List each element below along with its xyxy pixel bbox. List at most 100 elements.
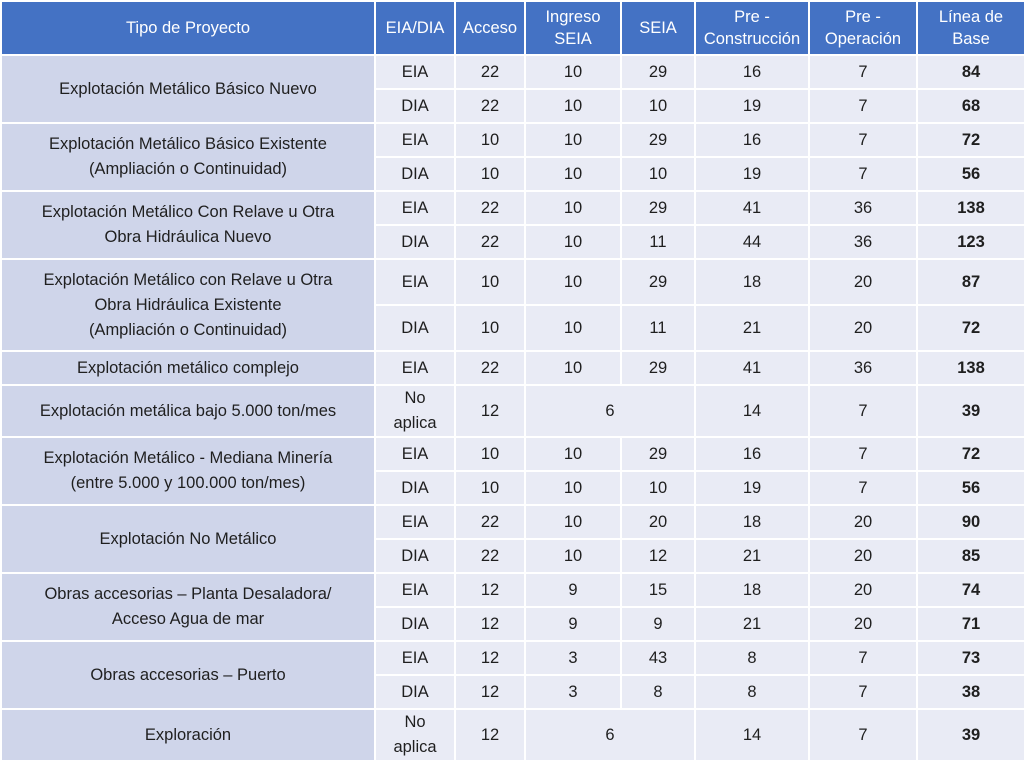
project-type-cell: Explotación No Metálico (0, 504, 376, 574)
pre-construccion-value: 16 (742, 444, 762, 463)
eia-dia-cell: EIA (374, 350, 456, 386)
header-acceso: Acceso (454, 0, 526, 56)
table-row: DIA 10 10 11 21 20 72 (1, 304, 1024, 352)
ingreso-seia-merged-cell: 6 (524, 384, 696, 438)
linea-base-cell: 84 (916, 54, 1024, 90)
seia-value: 29 (648, 358, 668, 377)
seia-value: 10 (648, 96, 668, 115)
linea-base-value: 84 (961, 62, 981, 81)
ingreso-seia-cell: 10 (524, 504, 622, 540)
eia-dia-value: DIA (401, 318, 429, 337)
pre-construccion-cell: 14 (694, 384, 810, 438)
ingreso-seia-merged-value: 6 (605, 725, 615, 744)
seia-cell: 12 (620, 538, 696, 574)
seia-value: 11 (649, 232, 667, 251)
linea-base-cell: 138 (916, 190, 1024, 226)
ingreso-seia-cell: 10 (524, 156, 622, 192)
eia-dia-cell: DIA (374, 224, 456, 260)
seia-cell: 29 (620, 54, 696, 90)
project-type-line: Obra Hidráulica Existente (94, 295, 282, 314)
header-linea-base: Línea de Base (916, 0, 1024, 56)
seia-cell: 29 (620, 350, 696, 386)
ingreso-seia-cell: 3 (524, 674, 622, 710)
header-pre-operacion: Pre - Operación (808, 0, 918, 56)
header-base-line1: Línea de (938, 8, 1004, 26)
linea-base-value: 56 (961, 478, 981, 497)
acceso-cell: 22 (454, 88, 526, 124)
eia-dia-cell: EIA (374, 640, 456, 676)
project-type-cell: Explotación Metálico Básico Nuevo (0, 54, 376, 124)
eia-dia-value: EIA (401, 272, 429, 291)
linea-base-value: 68 (961, 96, 981, 115)
eia-dia-value: EIA (401, 512, 429, 531)
acceso-value: 10 (480, 130, 500, 149)
pre-construccion-cell: 19 (694, 470, 810, 506)
pre-construccion-value: 18 (742, 272, 762, 291)
ingreso-seia-value: 10 (563, 318, 583, 337)
ingreso-seia-value: 3 (568, 648, 578, 667)
linea-base-value: 138 (957, 358, 985, 377)
project-type-line: Explotación Metálico con Relave u Otra (43, 270, 333, 289)
table-row: DIA 10 10 10 19 7 56 (1, 470, 1024, 506)
seia-cell: 11 (620, 224, 696, 260)
header-eia-dia-label: EIA/DIA (385, 19, 445, 37)
pre-construccion-cell: 21 (694, 304, 810, 352)
project-type-line: Explotación Metálico Con Relave u Otra (41, 203, 335, 221)
acceso-value: 12 (480, 725, 500, 744)
header-preop-line1: Pre - (845, 8, 881, 26)
project-type-line: Obra Hidráulica Nuevo (104, 228, 272, 246)
pre-operacion-value: 7 (858, 648, 868, 667)
project-type-cell: Explotación metálico complejo (0, 350, 376, 386)
pre-construccion-cell: 14 (694, 708, 810, 762)
pre-operacion-value: 7 (858, 130, 868, 149)
linea-base-value: 138 (957, 198, 985, 217)
acceso-cell: 22 (454, 224, 526, 260)
header-ingreso-seia: Ingreso SEIA (524, 0, 622, 56)
linea-base-cell: 72 (916, 122, 1024, 158)
pre-operacion-cell: 7 (808, 54, 918, 90)
table-row: DIA 22 10 12 21 20 85 (1, 538, 1024, 574)
acceso-cell: 12 (454, 674, 526, 710)
pre-construccion-cell: 16 (694, 122, 810, 158)
pre-operacion-value: 20 (853, 512, 873, 531)
pre-construccion-value: 21 (742, 546, 762, 565)
pre-operacion-value: 20 (853, 546, 873, 565)
table-row: Obras accesorias – Planta Desaladora/Acc… (0, 572, 1024, 642)
eia-dia-cell: DIA (374, 88, 456, 124)
pre-operacion-cell: 7 (808, 436, 918, 472)
pre-construccion-cell: 21 (694, 538, 810, 574)
ingreso-seia-value: 10 (563, 62, 583, 81)
project-type-line: Obras accesorias – Planta Desaladora/ (44, 585, 332, 603)
eia-dia-value: DIA (401, 546, 429, 565)
linea-base-cell: 72 (916, 436, 1024, 472)
ingreso-seia-value: 10 (563, 512, 583, 531)
table-header: Tipo de Proyecto EIA/DIA Acceso Ingreso S… (0, 0, 1024, 56)
table-row: Explotación Metálico Básico Existente (Am… (0, 122, 1024, 192)
pre-construccion-value: 44 (742, 232, 762, 251)
acceso-value: 22 (480, 358, 500, 377)
pre-construccion-value: 18 (742, 512, 762, 531)
pre-operacion-cell: 7 (808, 470, 918, 506)
acceso-cell: 12 (454, 384, 526, 438)
ingreso-seia-value: 9 (568, 614, 578, 633)
header-acceso-label: Acceso (462, 19, 518, 37)
pre-operacion-cell: 36 (808, 224, 918, 260)
linea-base-value: 72 (961, 318, 981, 337)
linea-base-cell: 87 (916, 258, 1024, 306)
acceso-value: 10 (480, 478, 500, 497)
ingreso-seia-cell: 10 (524, 224, 622, 260)
linea-base-value: 39 (961, 725, 981, 744)
ingreso-seia-merged-value: 6 (605, 401, 615, 420)
table-row: Explotación No Metálico EIA 22 10 20 18 20 90 (0, 504, 1024, 574)
acceso-cell: 22 (454, 190, 526, 226)
pre-construccion-cell: 18 (694, 572, 810, 608)
ingreso-seia-cell: 10 (524, 436, 622, 472)
pre-construccion-value: 8 (747, 682, 757, 701)
table-body: Explotación Metálico Básico Nuevo EIA 22 10… (0, 54, 1024, 762)
project-type-cell: Explotación Metálico - Mediana Minería (e… (0, 436, 376, 506)
project-type-line: Explotación Metálico - Mediana Minería (43, 449, 333, 467)
ingreso-seia-cell: 3 (524, 640, 622, 676)
linea-base-cell: 123 (916, 224, 1024, 260)
seia-value: 15 (648, 580, 668, 599)
